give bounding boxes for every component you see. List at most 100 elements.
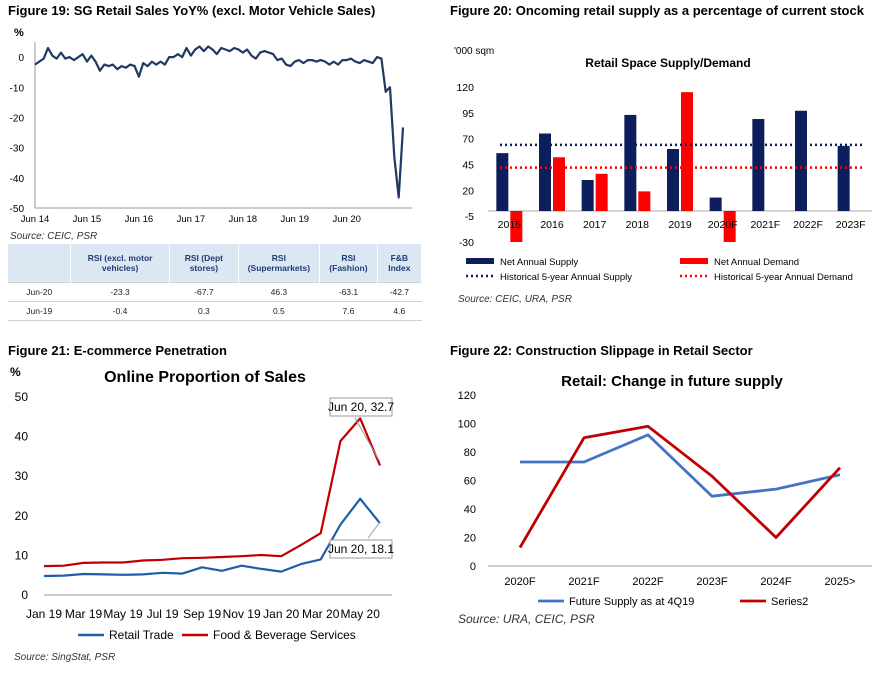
series-line bbox=[520, 433, 841, 498]
bar bbox=[581, 180, 594, 211]
legend-label: Historical 5-year Annual Demand bbox=[714, 272, 853, 283]
bar bbox=[723, 211, 736, 242]
table-cell: -23.3 bbox=[70, 282, 170, 302]
x-tick-label: 2023F bbox=[836, 219, 866, 231]
series-line bbox=[43, 497, 381, 578]
table-row: Jun-19 -0.4 0.3 0.5 7.6 4.6 bbox=[8, 301, 422, 321]
table-cell: 0.5 bbox=[238, 301, 320, 321]
y-tick-label: 70 bbox=[462, 134, 474, 146]
fig21-callout-bottom: Jun 20, 18.1 bbox=[328, 542, 394, 556]
fig21-chart: % Online Proportion of Sales 0 10 20 30 40 50… bbox=[10, 365, 394, 642]
fig21-title: Figure 21: E-commerce Penetration bbox=[8, 343, 227, 358]
fig21-chart-title: Online Proportion of Sales bbox=[104, 369, 306, 386]
table-cell: 0.3 bbox=[169, 301, 239, 321]
table-header: RSI (Dept stores) bbox=[169, 244, 239, 283]
y-tick-label: 20 bbox=[462, 185, 474, 197]
bar bbox=[638, 191, 651, 211]
fig19-table: RSI (excl. motor vehicles) RSI (Dept sto… bbox=[8, 244, 423, 321]
bar bbox=[837, 145, 850, 211]
legend-label: Historical 5-year Annual Supply bbox=[500, 272, 632, 283]
legend-label: Food & Beverage Services bbox=[213, 628, 356, 642]
y-tick-label: 95 bbox=[462, 108, 474, 120]
y-tick-label: 0 bbox=[21, 588, 28, 602]
x-tick-label: 2020F bbox=[708, 219, 738, 231]
table-cell: -0.4 bbox=[70, 301, 170, 321]
fig21-unit: % bbox=[10, 365, 21, 379]
fig20-unit: '000 sqm bbox=[454, 46, 494, 57]
x-tick-label: Jun 20 bbox=[332, 214, 361, 225]
table-cell: -63.1 bbox=[319, 282, 378, 302]
x-tick-label: Sep 19 bbox=[183, 607, 221, 621]
bar bbox=[795, 110, 807, 211]
bar bbox=[681, 92, 693, 211]
x-tick-label: Jan 19 bbox=[26, 607, 62, 621]
series-line bbox=[518, 424, 842, 549]
fig22-chart-title: Retail: Change in future supply bbox=[561, 373, 783, 390]
bar bbox=[624, 114, 637, 211]
bar bbox=[510, 211, 523, 242]
table-header: RSI (Fashion) bbox=[319, 244, 378, 283]
fig19-chart: % 0 -10 -20 -30 -40 -50 Jun 14 Jun 15 Jun 16 Jun… bbox=[10, 27, 412, 225]
x-tick-label: Jun 17 bbox=[177, 214, 206, 225]
x-tick-label: 2025> bbox=[825, 576, 856, 588]
y-tick-label: 0 bbox=[470, 561, 476, 573]
x-tick-label: May 20 bbox=[341, 607, 381, 621]
x-tick-label: 2021F bbox=[750, 219, 780, 231]
legend-label: Series2 bbox=[771, 596, 808, 608]
table-header: RSI (Supermarkets) bbox=[238, 244, 321, 283]
table-header: RSI (excl. motor vehicles) bbox=[70, 244, 171, 283]
bar bbox=[553, 157, 565, 211]
y-tick-label: 40 bbox=[15, 430, 29, 444]
fig21-source: Source: SingStat, PSR bbox=[14, 652, 116, 663]
y-tick-label: 45 bbox=[462, 160, 474, 172]
fig19-source: Source: CEIC, PSR bbox=[10, 231, 98, 242]
bar bbox=[595, 173, 608, 211]
legend-swatch bbox=[680, 258, 708, 264]
y-tick-label: 50 bbox=[15, 390, 29, 404]
table-cell: 4.6 bbox=[377, 301, 422, 321]
x-tick-label: 2024F bbox=[760, 576, 791, 588]
bar bbox=[667, 149, 679, 211]
table-header bbox=[8, 244, 71, 283]
fig20-chart-title: Retail Space Supply/Demand bbox=[585, 56, 750, 70]
y-tick-label: 20 bbox=[15, 509, 29, 523]
bar bbox=[496, 153, 509, 211]
x-tick-label: 2020F bbox=[504, 576, 535, 588]
y-tick-label: -20 bbox=[10, 113, 25, 124]
y-tick-label: -40 bbox=[10, 174, 25, 185]
table-cell: -42.7 bbox=[377, 282, 422, 302]
y-tick-label: 80 bbox=[464, 447, 476, 459]
fig22-title: Figure 22: Construction Slippage in Reta… bbox=[450, 343, 753, 358]
fig19-series-line bbox=[34, 45, 405, 199]
fig21-callout-top: Jun 20, 32.7 bbox=[328, 400, 394, 414]
legend-label: Future Supply as at 4Q19 bbox=[569, 596, 694, 608]
fig19-unit: % bbox=[14, 27, 24, 39]
x-tick-label: Jun 14 bbox=[21, 214, 50, 225]
x-tick-label: Nov 19 bbox=[223, 607, 261, 621]
y-tick-label: 20 bbox=[464, 533, 476, 545]
y-tick-label: 0 bbox=[18, 53, 24, 64]
series-line bbox=[43, 417, 382, 568]
x-tick-label: 2017 bbox=[583, 219, 607, 231]
y-tick-label: -30 bbox=[459, 237, 474, 249]
table-header: F&B Index bbox=[377, 244, 423, 283]
bar bbox=[709, 197, 722, 211]
table-cell: 7.6 bbox=[319, 301, 378, 321]
x-tick-label: Jun 18 bbox=[229, 214, 258, 225]
x-tick-label: Mar 20 bbox=[302, 607, 340, 621]
table-cell: Jun-20 bbox=[8, 282, 71, 302]
fig22-chart: Retail: Change in future supply 0 20 40 60 8… bbox=[458, 373, 872, 608]
x-tick-label: 2015 bbox=[498, 219, 522, 231]
y-tick-label: 120 bbox=[458, 390, 476, 402]
y-tick-label: 30 bbox=[15, 469, 29, 483]
y-tick-label: -10 bbox=[10, 83, 25, 94]
bar bbox=[539, 133, 551, 211]
legend-swatch bbox=[466, 258, 494, 264]
y-tick-label: 10 bbox=[15, 548, 29, 562]
x-tick-label: Jun 16 bbox=[125, 214, 154, 225]
x-tick-label: Mar 19 bbox=[65, 607, 103, 621]
y-tick-label: 100 bbox=[458, 419, 476, 431]
x-tick-label: 2018 bbox=[626, 219, 650, 231]
fig20-chart: '000 sqm Retail Space Supply/Demand 120 9… bbox=[454, 46, 872, 283]
fig20-source: Source: CEIC, URA, PSR bbox=[458, 294, 572, 305]
